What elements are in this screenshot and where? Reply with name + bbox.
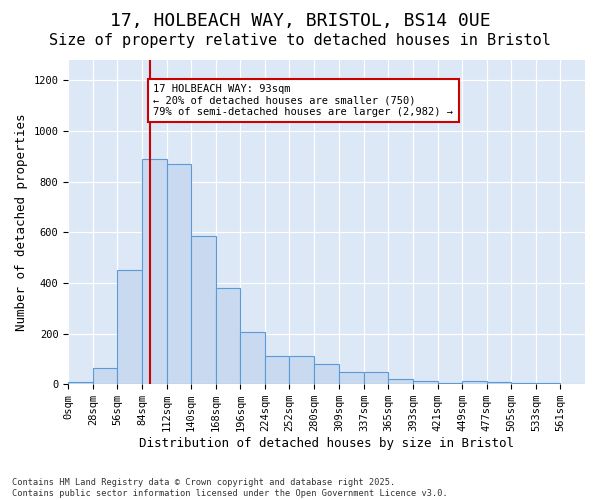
Text: 17 HOLBEACH WAY: 93sqm
← 20% of detached houses are smaller (750)
79% of semi-de: 17 HOLBEACH WAY: 93sqm ← 20% of detached…	[154, 84, 454, 117]
Bar	[142, 159, 167, 384]
X-axis label: Distribution of detached houses by size in Bristol: Distribution of detached houses by size …	[139, 437, 514, 450]
Bar	[68, 382, 93, 384]
Bar	[413, 381, 437, 384]
Bar	[289, 356, 314, 384]
Bar	[240, 332, 265, 384]
Bar	[215, 288, 240, 384]
Bar	[462, 381, 487, 384]
Bar	[265, 356, 289, 384]
Bar	[437, 383, 462, 384]
Bar	[191, 236, 215, 384]
Bar	[487, 382, 511, 384]
Bar	[388, 379, 413, 384]
Bar	[364, 372, 388, 384]
Bar	[167, 164, 191, 384]
Bar	[93, 368, 118, 384]
Bar	[314, 364, 340, 384]
Bar	[340, 372, 364, 384]
Y-axis label: Number of detached properties: Number of detached properties	[15, 114, 28, 331]
Bar	[118, 270, 142, 384]
Bar	[511, 383, 536, 384]
Text: Contains HM Land Registry data © Crown copyright and database right 2025.
Contai: Contains HM Land Registry data © Crown c…	[12, 478, 448, 498]
Text: Size of property relative to detached houses in Bristol: Size of property relative to detached ho…	[49, 32, 551, 48]
Text: 17, HOLBEACH WAY, BRISTOL, BS14 0UE: 17, HOLBEACH WAY, BRISTOL, BS14 0UE	[110, 12, 490, 30]
